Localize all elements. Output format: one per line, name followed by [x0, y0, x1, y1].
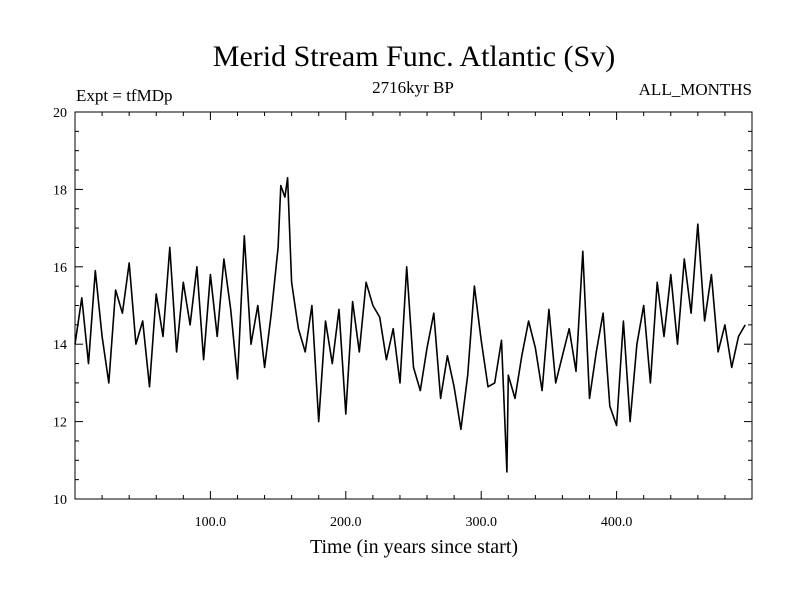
x-tick-label: 400.0	[601, 515, 633, 530]
y-tick-label: 18	[53, 183, 67, 198]
y-tick-label: 16	[53, 261, 67, 276]
x-axis: 100.0 200.0 300.0 400.0	[101, 112, 726, 530]
plot-frame	[74, 111, 753, 500]
experiment-label: Expt = tfMDp	[76, 86, 172, 105]
x-tick-label: 200.0	[330, 515, 362, 530]
y-axis: 10 12 14 16 18 20	[53, 106, 752, 508]
y-tick-label: 20	[53, 106, 67, 121]
x-tick-label: 100.0	[195, 515, 227, 530]
y-tick-label: 12	[53, 416, 67, 431]
chart-title: Merid Stream Func. Atlantic (Sv)	[213, 40, 615, 73]
series-layer	[74, 177, 746, 473]
period-label: 2716kyr BP	[372, 78, 454, 97]
x-tick-label: 300.0	[465, 515, 497, 530]
months-label: ALL_MONTHS	[639, 80, 752, 99]
series-line	[74, 177, 746, 473]
y-tick-label: 14	[53, 338, 67, 353]
y-tick-label: 10	[53, 493, 67, 508]
x-axis-label: Time (in years since start)	[310, 536, 518, 558]
